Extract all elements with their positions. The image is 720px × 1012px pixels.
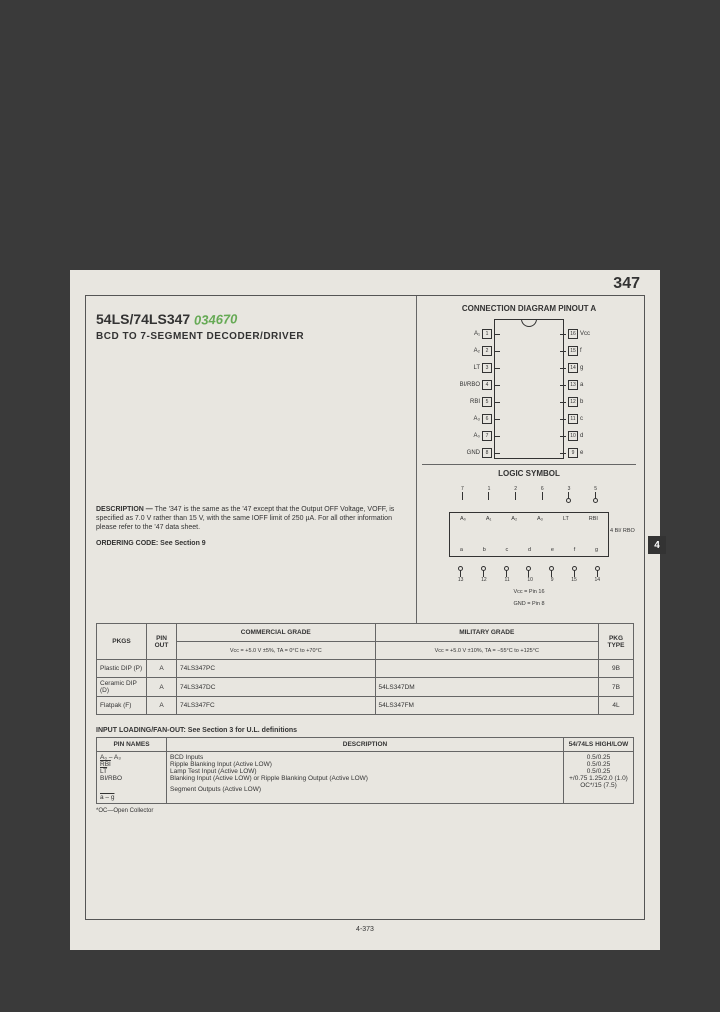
connection-diagram-title: CONNECTION DIAGRAM PINOUT A bbox=[422, 304, 636, 313]
subtitle: BCD TO 7-SEGMENT DECODER/DRIVER bbox=[96, 331, 406, 342]
part-title: 54LS/74LS347 034670 bbox=[96, 311, 406, 327]
main-content-box: 4 54LS/74LS347 034670 BCD TO 7-SEGMENT D… bbox=[85, 295, 645, 920]
table-row: Flatpak (F) A 74LS347FC 54LS347FM 4L bbox=[97, 697, 634, 715]
section-badge: 4 bbox=[648, 536, 666, 554]
connection-diagram: A₁116Vcc A₂215f LT314g BI/RBO413a RBI512… bbox=[454, 319, 604, 459]
title-text: 54LS/74LS347 bbox=[96, 311, 190, 327]
logic-symbol-title: LOGIC SYMBOL bbox=[422, 469, 636, 478]
logic-note-vcc: Vcc = Pin 16 bbox=[449, 589, 609, 595]
page-footer: 4-373 bbox=[70, 920, 660, 933]
description: DESCRIPTION — The '347 is the same as th… bbox=[96, 505, 406, 532]
loading-table: PIN NAMES DESCRIPTION 54/74LS HIGH/LOW A… bbox=[96, 737, 634, 804]
description-label: DESCRIPTION — bbox=[96, 506, 153, 513]
datasheet-page: 347 4 54LS/74LS347 034670 BCD TO 7-SEGME… bbox=[70, 270, 660, 950]
logic-symbol: 712635 A₀A₁A₂A₃LTRBI 4 BI/ RBO abcdefg bbox=[449, 486, 609, 607]
right-column: CONNECTION DIAGRAM PINOUT A A₁116Vcc A₂2… bbox=[416, 296, 641, 623]
loading-heading: INPUT LOADING/FAN-OUT: See Section 3 for… bbox=[96, 727, 634, 734]
chip-outline: A₁116Vcc A₂215f LT314g BI/RBO413a RBI512… bbox=[494, 319, 564, 459]
logic-note-gnd: GND = Pin 8 bbox=[449, 601, 609, 607]
ordering-code-heading: ORDERING CODE: See Section 9 bbox=[96, 540, 406, 547]
table-row: Plastic DIP (P) A 74LS347PC 9B bbox=[97, 660, 634, 678]
page-number: 347 bbox=[70, 270, 660, 295]
left-column: 54LS/74LS347 034670 BCD TO 7-SEGMENT DEC… bbox=[86, 296, 416, 565]
table-row: Ceramic DIP (D) A 74LS347DC 54LS347DM 7B bbox=[97, 678, 634, 697]
logic-box: A₀A₁A₂A₃LTRBI 4 BI/ RBO abcdefg bbox=[449, 512, 609, 557]
ordering-code-table: PKGS PIN OUT COMMERCIAL GRADE MILITARY G… bbox=[96, 623, 634, 715]
table-row: A₀ – A₃ RBI LT BI/RBO a – g BCD Inputs R… bbox=[97, 752, 634, 804]
footnote: *OC—Open Collector bbox=[96, 808, 634, 814]
handwritten-annotation: 034670 bbox=[194, 311, 238, 328]
